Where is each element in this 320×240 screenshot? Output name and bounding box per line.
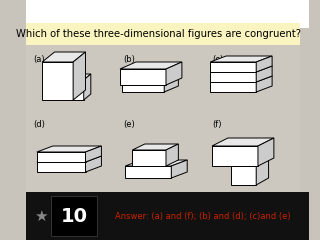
FancyBboxPatch shape <box>26 23 300 45</box>
Polygon shape <box>73 74 91 80</box>
Polygon shape <box>122 79 178 85</box>
Text: (b): (b) <box>124 55 135 64</box>
Polygon shape <box>37 146 101 152</box>
Text: ★: ★ <box>34 209 47 223</box>
Polygon shape <box>166 144 178 166</box>
Polygon shape <box>132 150 166 166</box>
Polygon shape <box>256 56 272 72</box>
Polygon shape <box>258 138 274 166</box>
Polygon shape <box>120 62 182 69</box>
Polygon shape <box>37 156 101 162</box>
Polygon shape <box>256 159 268 185</box>
Polygon shape <box>85 156 101 172</box>
Polygon shape <box>210 72 256 82</box>
Polygon shape <box>210 62 256 72</box>
Polygon shape <box>166 62 182 85</box>
Polygon shape <box>42 52 85 62</box>
FancyBboxPatch shape <box>26 0 309 28</box>
Polygon shape <box>210 56 272 62</box>
Polygon shape <box>85 146 101 162</box>
Polygon shape <box>231 166 256 185</box>
Text: (a): (a) <box>33 55 45 64</box>
Polygon shape <box>256 76 272 92</box>
Polygon shape <box>164 79 178 92</box>
Polygon shape <box>122 85 164 92</box>
Polygon shape <box>73 80 84 100</box>
FancyBboxPatch shape <box>26 44 300 192</box>
Text: Which of these three-dimensional figures are congruent?: Which of these three-dimensional figures… <box>16 29 301 39</box>
Polygon shape <box>42 62 73 100</box>
Polygon shape <box>231 159 268 166</box>
Polygon shape <box>73 52 85 100</box>
Polygon shape <box>37 162 85 172</box>
Polygon shape <box>171 160 187 178</box>
Polygon shape <box>84 74 91 100</box>
Text: Answer: (a) and (f); (b) and (d); (c)and (e): Answer: (a) and (f); (b) and (d); (c)and… <box>115 211 291 221</box>
Polygon shape <box>125 160 187 166</box>
Polygon shape <box>210 76 272 82</box>
Text: 10: 10 <box>60 206 87 226</box>
Polygon shape <box>212 138 274 146</box>
Polygon shape <box>256 66 272 82</box>
FancyBboxPatch shape <box>26 192 309 240</box>
Text: (c): (c) <box>212 55 223 64</box>
Polygon shape <box>120 69 166 85</box>
Text: (f): (f) <box>212 120 221 129</box>
FancyBboxPatch shape <box>51 196 97 236</box>
Polygon shape <box>125 166 171 178</box>
Polygon shape <box>132 144 178 150</box>
Polygon shape <box>212 146 258 166</box>
Polygon shape <box>210 82 256 92</box>
Polygon shape <box>37 152 85 162</box>
Text: (d): (d) <box>33 120 45 129</box>
Polygon shape <box>210 66 272 72</box>
Text: (e): (e) <box>124 120 135 129</box>
